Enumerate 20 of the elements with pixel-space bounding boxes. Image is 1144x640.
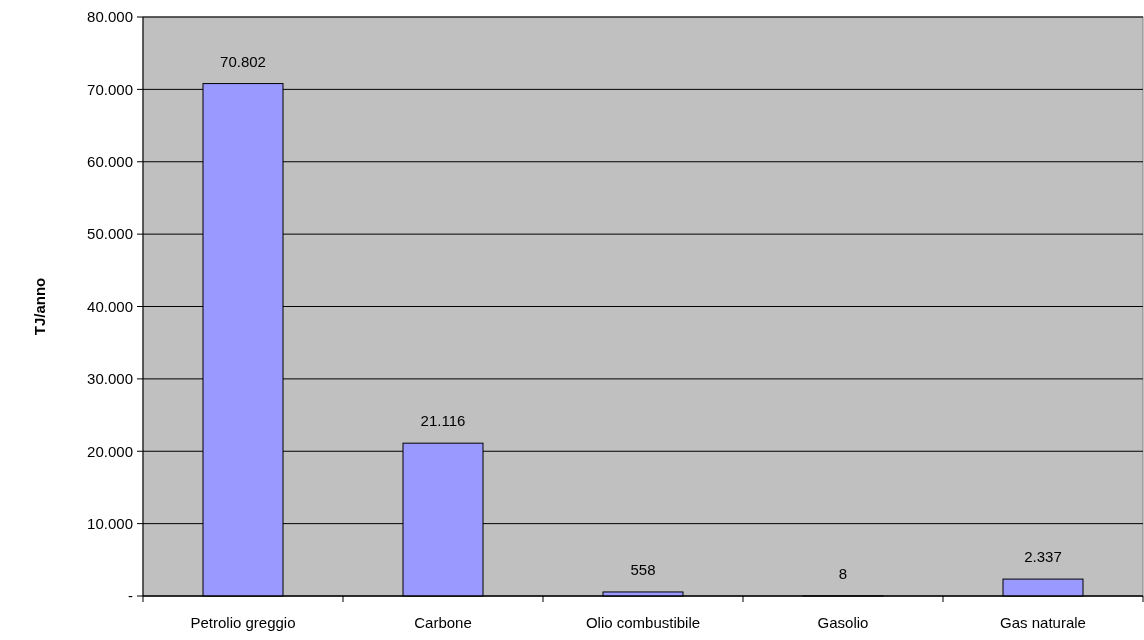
x-tick-label: Carbone xyxy=(414,614,472,631)
y-tick-label: 30.000 xyxy=(87,370,133,388)
x-tick-label: Gas naturale xyxy=(1000,614,1086,631)
x-tick-label: Olio combustibile xyxy=(585,614,701,631)
data-label: 70.802 xyxy=(220,52,266,70)
x-tick-label: Gasolio xyxy=(817,614,869,631)
y-tick-label: 40.000 xyxy=(87,297,133,315)
y-tick-label: 10.000 xyxy=(87,514,133,532)
data-label: 2.337 xyxy=(1024,548,1062,566)
data-label: 558 xyxy=(630,560,656,578)
y-tick-label: 80.000 xyxy=(87,8,133,26)
y-tick-label: 70.000 xyxy=(87,80,133,98)
data-label: 21.116 xyxy=(420,412,466,430)
y-axis-title: TJ/anno xyxy=(31,277,48,336)
y-tick-label: - xyxy=(128,587,133,605)
y-tick-label: 60.000 xyxy=(87,153,133,170)
data-label: 8 xyxy=(838,564,848,582)
y-tick-label: 50.000 xyxy=(87,225,133,243)
y-tick-label: 20.000 xyxy=(87,442,133,460)
x-tick-label: Petrolio greggio xyxy=(190,614,296,631)
